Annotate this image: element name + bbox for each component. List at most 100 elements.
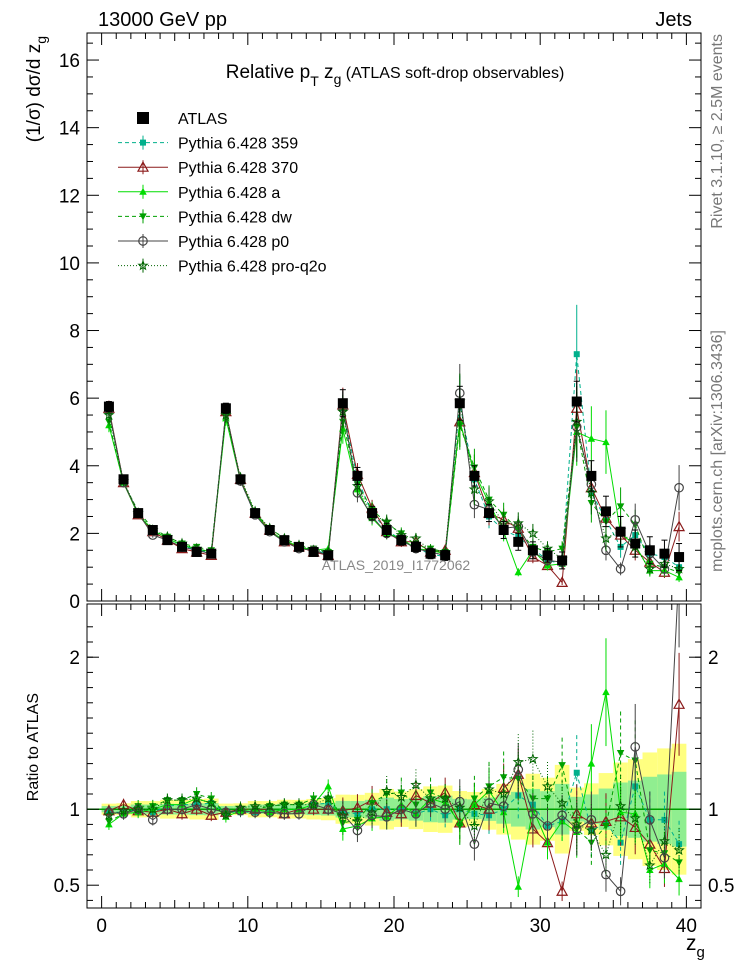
mc-point [602,438,610,446]
ratio-point [366,806,378,818]
mc-point [585,486,597,498]
ratio-point [454,796,465,807]
mc-point [468,483,481,495]
ratio-series-pythia-6-428-370 [102,652,686,902]
y-tick-label: 16 [59,51,80,72]
mc-point [600,532,612,544]
mc-point [571,415,583,427]
y-axis-label-main: (1/σ) dσ/d z [24,44,45,142]
title-part-2: T [310,73,319,89]
ratio-point [294,808,304,819]
legend-label: Pythia 6.428 dw [178,209,292,226]
legend-label: Pythia 6.428 370 [178,160,298,177]
ratio-point [456,822,464,830]
ratio-point [381,785,393,796]
data-point [279,535,290,546]
mc-point [410,532,422,544]
ratio-point [103,809,115,821]
ratio-point [337,809,349,821]
y-tick-label: 4 [69,457,80,478]
legend-item: Pythia 6.428 dw [118,209,292,226]
data-point [235,474,246,485]
x-tick-label: 20 [383,916,404,937]
ratio-series-line [108,770,680,845]
data-point [659,548,670,559]
title-part-5: (ATLAS soft-drop observables) [341,65,564,82]
ratio-point [104,807,114,818]
ratio-point [556,885,569,896]
ratio-point [367,810,377,821]
ratio-point [661,816,668,823]
ratio-point [543,795,552,803]
ratio-point [512,756,524,767]
mc-point [351,480,364,491]
x-tick-label: 10 [237,916,258,937]
data-point [542,550,553,561]
series-line [108,414,680,573]
ratio-point [395,791,407,802]
data-point [220,403,231,414]
analysis-watermark: ATLAS_2019_I1772062 [322,557,471,573]
series-pythia-6-428-pro-q2o [103,373,685,576]
ratio-point [573,769,580,776]
ratio-point [161,794,174,805]
data-point [337,398,348,409]
ratio-point [571,818,583,830]
mc-point [220,409,232,420]
y-tick-label: 6 [69,389,80,410]
mc-point [483,495,495,507]
title-part-3: z [319,62,334,83]
data-point [484,508,495,519]
ratio-point [105,818,113,826]
mc-point [556,576,569,588]
ratio-point [558,762,566,770]
ratio-point [410,778,422,790]
side-label-top: Rivet 3.1.10, ≥ 2.5M events [709,34,726,229]
ratio-y-axis-label: Ratio to ATLAS [25,693,42,801]
ratio-point [278,798,290,810]
data-point [162,535,173,546]
mc-point [573,351,580,358]
ratio-point [646,866,654,873]
legend-item: Pythia 6.428 359 [118,135,298,153]
mc-point [644,563,656,574]
x-axis-label-sub: g [697,944,705,961]
x-axis-label: zg [686,932,705,961]
mc-point [527,527,539,539]
y-tick-label: 10 [59,254,80,275]
data-point [206,548,217,559]
series-pythia-6-428-p0 [104,363,684,576]
ratio-point [176,794,188,805]
side-label-bottom: mcplots.cern.ch [arXiv:1306.3436] [709,330,726,572]
data-point [513,536,524,547]
x-axis-label-main: z [686,932,697,955]
mc-point [673,520,686,532]
mc-point [587,434,596,442]
legend-item: ATLAS [137,111,228,128]
legend-label: Pythia 6.428 359 [178,136,298,153]
y-tick-label: 0 [69,592,80,613]
mc-point [512,517,524,529]
ratio-point [514,882,523,890]
ratio-point [235,805,246,816]
ratio-point [162,804,173,815]
legend-label: Pythia 6.428 p0 [178,234,289,251]
ratio-y-tick-label-right: 0.5 [708,876,734,897]
data-point [118,474,129,485]
ratio-point [602,822,610,830]
ratio-point [630,742,641,752]
ratio-point [396,804,407,815]
data-point [615,526,626,537]
legend-marker [137,259,149,271]
ratio-point [454,801,466,813]
legend-item: Pythia 6.428 370 [118,160,298,177]
legend: ATLAS Pythia 6.428 359 Pythia 6.428 370 Pyt… [118,111,327,276]
series-line [108,401,680,570]
ratio-y-tick-label: 1 [69,800,80,821]
y-axis-label: (1/σ) dσ/d zg [24,36,49,142]
ratio-point [424,792,437,804]
ratio-plot-data [102,604,686,906]
ratio-point [644,814,655,825]
data-point [571,396,582,407]
